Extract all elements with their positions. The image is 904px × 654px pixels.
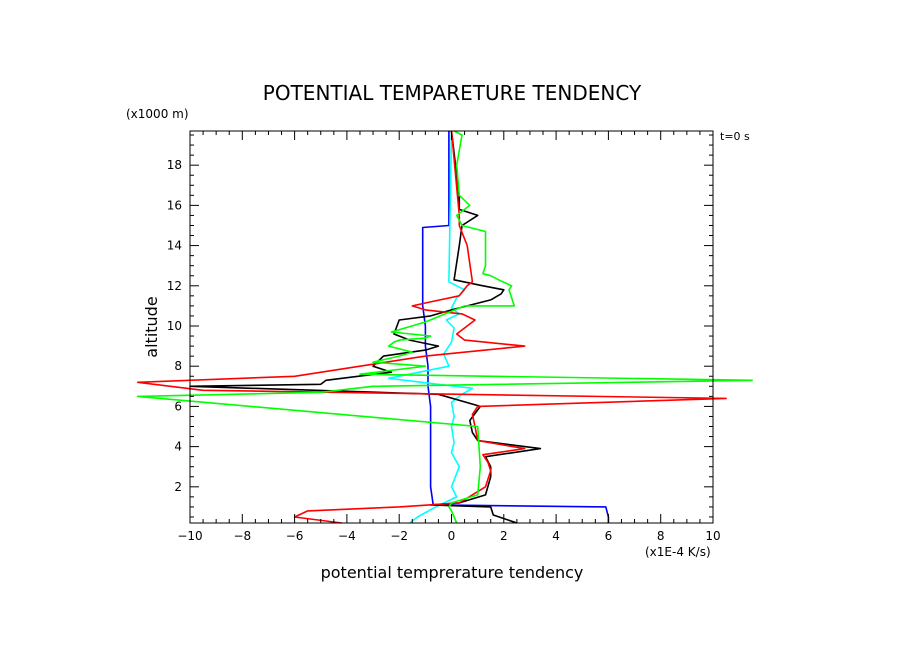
y-tick-label: 16 — [167, 198, 182, 212]
y-axis-label: altitude — [142, 296, 161, 357]
plot-area: −10 −8 −6 −4 −2 0 2 4 6 8 10 2 4 6 8 10 12 14 16 18 — [136, 130, 754, 543]
y-tick-label: 6 — [174, 399, 182, 413]
series-line-blue — [421, 131, 610, 523]
y-tick-label: 4 — [174, 440, 182, 454]
y-axis-unit: (x1000 m) — [126, 107, 189, 121]
x-axis-unit: (x1E-4 K/s) — [645, 545, 711, 559]
time-label: t=0 s — [720, 130, 750, 143]
y-tick-label: 18 — [167, 158, 182, 172]
chart-title: POTENTIAL TEMPARETURE TENDENCY — [263, 81, 642, 105]
series-line-green — [136, 130, 754, 524]
x-axis-label: potential temprerature tendency — [321, 563, 584, 582]
plot-frame — [189, 130, 714, 524]
x-tick-label: 0 — [448, 529, 456, 543]
y-tick-label: 8 — [174, 359, 182, 373]
x-tick-label: −10 — [177, 529, 202, 543]
x-tick-label: 6 — [605, 529, 613, 543]
x-tick-label: 8 — [657, 529, 665, 543]
series-line-black — [189, 130, 542, 524]
x-tick-label: −4 — [338, 529, 356, 543]
y-tick-label: 14 — [167, 239, 182, 253]
x-tick-label: −8 — [233, 529, 251, 543]
y-tick-label: 10 — [167, 319, 182, 333]
x-tick-label: −2 — [390, 529, 408, 543]
x-tick-label: −6 — [286, 529, 304, 543]
y-tick-label: 2 — [174, 480, 182, 494]
x-tick-label: 10 — [705, 529, 720, 543]
x-tick-label: 4 — [552, 529, 560, 543]
y-tick-label: 12 — [167, 279, 182, 293]
x-tick-label: 2 — [500, 529, 508, 543]
series-line-red — [136, 130, 727, 524]
